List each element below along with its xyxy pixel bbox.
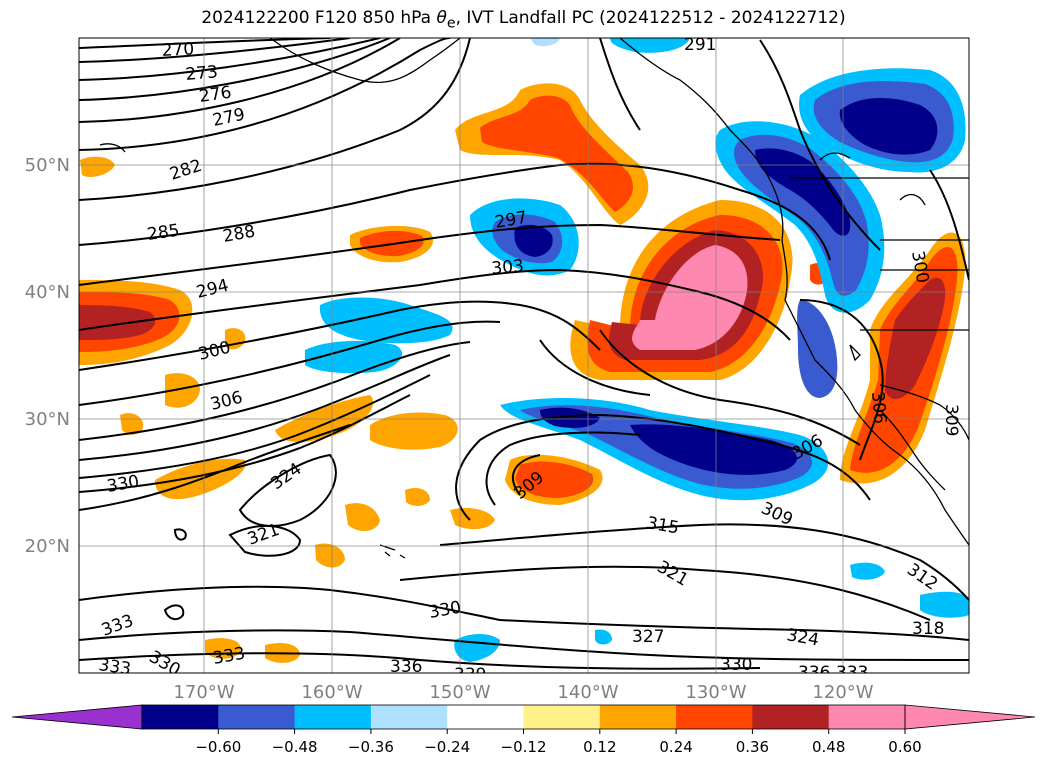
colorbar-tick-label: −0.48	[272, 738, 318, 756]
contour-label: 276	[198, 83, 233, 107]
colorbar-segment	[599, 705, 677, 729]
contour-label: 285	[146, 221, 181, 245]
contour-label: 333	[836, 663, 868, 683]
colorbar-segment	[676, 705, 753, 729]
title-prefix: 2024122200 F120 850 hPa	[201, 8, 437, 28]
lat-label: 30°N	[25, 409, 70, 430]
theta-e-contours	[79, 38, 969, 670]
lon-label: 160°W	[301, 682, 362, 703]
lat-label: 20°N	[25, 536, 70, 557]
theta-subscript: e	[446, 15, 456, 32]
contour-label: 336	[798, 663, 830, 683]
colorbar-tick-label: 0.36	[736, 738, 769, 756]
contour-label: 333	[97, 655, 132, 679]
colorbar-tick-label: 0.48	[812, 738, 845, 756]
colorbar-tick-label: 0.24	[659, 738, 692, 756]
contour-label: 318	[912, 619, 944, 639]
colorbar-tick-label: −0.24	[424, 738, 470, 756]
colorbar	[11, 704, 1036, 730]
contour-label: 303	[491, 256, 525, 279]
lon-label: 130°W	[685, 682, 746, 703]
theta-symbol: θ	[436, 8, 447, 28]
lon-label: 150°W	[429, 682, 490, 703]
lat-label: 50°N	[25, 155, 70, 176]
longitude-labels: 170°W 160°W 150°W 140°W 130°W 120°W	[173, 682, 873, 703]
colorbar-segment	[447, 705, 524, 729]
colorbar-segment	[370, 705, 448, 729]
title-suffix: , IVT Landfall PC (2024122512 - 20241227…	[455, 8, 846, 28]
graticule	[79, 38, 969, 673]
colorbar-under-extension	[11, 704, 143, 730]
colorbar-segment	[752, 705, 830, 729]
contour-label: 291	[684, 35, 716, 55]
colorbar-segment	[218, 705, 296, 729]
contour-label: 339	[454, 665, 486, 685]
contour-label: 270	[161, 39, 194, 61]
contour-label: 336	[390, 657, 422, 677]
colorbar-tick-label: −0.12	[501, 738, 547, 756]
coastlines	[99, 38, 969, 559]
colorbar-tick-label: −0.36	[348, 738, 394, 756]
figure-title: 2024122200 F120 850 hPa θe, IVT Landfall…	[0, 8, 1047, 31]
contour-label: 273	[185, 62, 219, 85]
lon-label: 120°W	[812, 682, 873, 703]
latitude-labels: 50°N 40°N 30°N 20°N	[25, 155, 70, 557]
colorbar-tick-labels: −0.60 −0.48 −0.36 −0.24 −0.12 0.12 0.24 0.36 0.4…	[195, 729, 922, 756]
colorbar-tick-label: 0.12	[583, 738, 616, 756]
colorbar-segment	[142, 705, 219, 729]
colorbar-segment	[828, 705, 906, 729]
colorbar-tick-label: 0.60	[888, 738, 921, 756]
colorbar-over-extension	[904, 704, 1036, 730]
contour-label: 309	[941, 404, 961, 436]
map-frame	[78, 37, 970, 674]
contour-label: 330	[720, 655, 752, 675]
positive-correlation-fill	[79, 83, 966, 663]
colorbar-segment	[294, 705, 372, 729]
colorbar-tick-label: −0.60	[195, 738, 241, 756]
lon-label: 140°W	[557, 682, 618, 703]
lat-label: 40°N	[25, 282, 70, 303]
negative-correlation-fill	[305, 38, 969, 662]
lon-label: 170°W	[173, 682, 234, 703]
colorbar-segment	[523, 705, 601, 729]
contour-label: 327	[632, 627, 664, 647]
contour-label: 306	[867, 391, 890, 425]
